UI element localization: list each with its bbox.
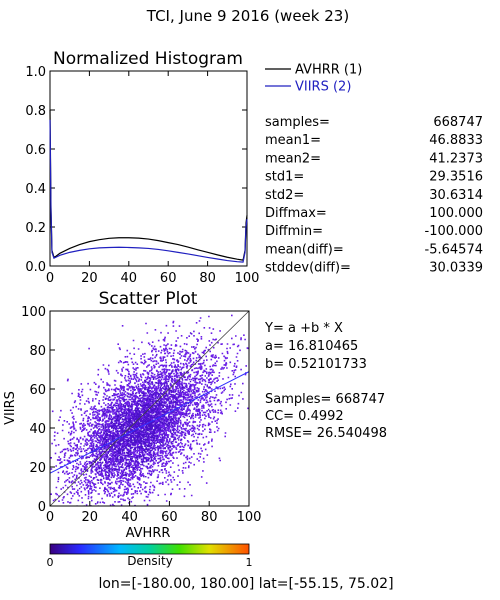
histogram-axes: 0 20 40 60 80 100 0.0 0.2 0.4 0.6 0.8 1.0 — [25, 65, 259, 286]
stat-label-4: std2= — [265, 188, 304, 203]
regression-cc: CC= 0.4992 — [265, 409, 344, 424]
histogram-y-tick-label-3: 0.6 — [25, 143, 46, 158]
histogram-panel: Normalized Histogram 0 20 40 60 80 1000.00.20… — [25, 49, 483, 286]
histogram-legend: AVHRR (1) VIIRS (2) — [265, 63, 362, 95]
histogram-y-tick-label-5: 1.0 — [25, 65, 46, 80]
scatter-x-tick-label-4: 80 — [201, 510, 218, 525]
regression-equation: Y= a +b * X — [264, 321, 343, 336]
stat-label-0: samples= — [265, 115, 330, 130]
scatter-plot-frame — [49, 310, 250, 507]
stat-value-8: 30.0339 — [429, 261, 483, 276]
histogram-series-avhrr-line — [49, 109, 248, 261]
colorbar-max-label: 1 — [246, 556, 253, 569]
regression-rmse: RMSE= 26.540498 — [265, 426, 387, 441]
histogram-plot-frame — [49, 70, 248, 267]
stat-value-4: 30.6314 — [429, 188, 483, 203]
scatter-x-tick-label-5: 100 — [237, 510, 262, 525]
regression-b: b= 0.52101733 — [265, 357, 367, 372]
scatter-y-tick-label-0: 0 — [38, 500, 46, 515]
page-title: TCI, June 9 2016 (week 23) — [146, 7, 349, 25]
stat-value-3: 29.3516 — [429, 170, 483, 185]
histogram-series-viirs-line — [49, 119, 248, 263]
scatter-y-tick-label-3: 60 — [29, 383, 46, 398]
histogram-y-tick-label-0: 0.0 — [25, 260, 46, 275]
colorbar-label: Density — [127, 554, 173, 568]
histogram-x-tick-label-0: 0 — [46, 271, 54, 286]
scatter-x-tick-label-0: 0 — [46, 510, 54, 525]
scatter-reference-lines — [49, 310, 250, 507]
regression-line — [49, 371, 250, 474]
colorbar-min-label: 0 — [47, 556, 54, 569]
scatter-x-axis-label: AVHRR — [126, 526, 171, 541]
scatter-panel: Scatter Plot 0 20 40 60 80 100 0 20 40 60 80 100 AV… — [3, 289, 387, 541]
scatter-x-tick-label-1: 20 — [82, 510, 99, 525]
scatter-y-tick-label-2: 40 — [29, 422, 46, 437]
stat-label-8: stddev(diff)= — [265, 261, 351, 276]
stat-value-2: 41.2373 — [429, 151, 483, 166]
scatter-x-tick-label-2: 40 — [121, 510, 138, 525]
histogram-x-tick-label-2: 40 — [121, 271, 138, 286]
scatter-y-axis-label: VIIRS — [3, 391, 18, 425]
density-points — [50, 314, 249, 506]
stat-value-0: 668747 — [433, 115, 483, 130]
legend-avhrr-label: AVHRR (1) — [295, 63, 362, 78]
histogram-x-tick-label-1: 20 — [81, 271, 98, 286]
stat-value-5: 100.000 — [429, 206, 483, 221]
histogram-title: Normalized Histogram — [53, 49, 243, 69]
stat-value-6: -100.000 — [425, 224, 483, 239]
scatter-x-tick-label-3: 60 — [161, 510, 178, 525]
histogram-x-tick-label-4: 80 — [199, 271, 216, 286]
regression-info: Y= a +b * X a= 16.810465 b= 0.52101733 S… — [264, 321, 387, 441]
one-to-one-line — [49, 310, 250, 507]
stat-label-6: Diffmin= — [265, 224, 323, 239]
histogram-y-tick-label-1: 0.2 — [25, 221, 46, 236]
stat-label-7: mean(diff)= — [265, 242, 344, 257]
stat-label-2: mean2= — [265, 151, 321, 166]
histogram-x-tick-label-5: 100 — [235, 271, 260, 286]
stat-value-7: -5.64574 — [425, 242, 483, 257]
colorbar-gradient — [49, 543, 250, 555]
histogram-y-tick-label-4: 0.8 — [25, 104, 46, 119]
scatter-y-tick-label-5: 100 — [21, 305, 46, 320]
histogram-lines — [49, 109, 248, 263]
density-core-points — [57, 332, 212, 506]
stat-label-5: Diffmax= — [265, 206, 327, 221]
density-colorbar: Density 0 1 — [47, 543, 253, 569]
regression-a: a= 16.810465 — [265, 339, 358, 354]
stat-label-1: mean1= — [265, 133, 321, 148]
statistics-table: samples= 668747 mean1= 46.8833 mean2= 41.2373… — [265, 115, 483, 276]
scatter-y-tick-label-1: 20 — [29, 461, 46, 476]
scatter-density-cloud — [50, 314, 249, 506]
regression-samples: Samples= 668747 — [265, 392, 385, 407]
scatter-y-tick-label-4: 80 — [29, 344, 46, 359]
scatter-axes: 0 20 40 60 80 100 0 20 40 60 80 100 — [21, 305, 261, 525]
footer-range: lon=[-180.00, 180.00] lat=[-55.15, 75.02… — [98, 576, 393, 592]
stat-value-1: 46.8833 — [429, 133, 483, 148]
legend-viirs-label: VIIRS (2) — [295, 80, 351, 95]
stat-label-3: std1= — [265, 170, 304, 185]
histogram-x-tick-label-3: 60 — [160, 271, 177, 286]
scatter-title: Scatter Plot — [99, 289, 198, 309]
histogram-y-tick-label-2: 0.4 — [25, 182, 46, 197]
